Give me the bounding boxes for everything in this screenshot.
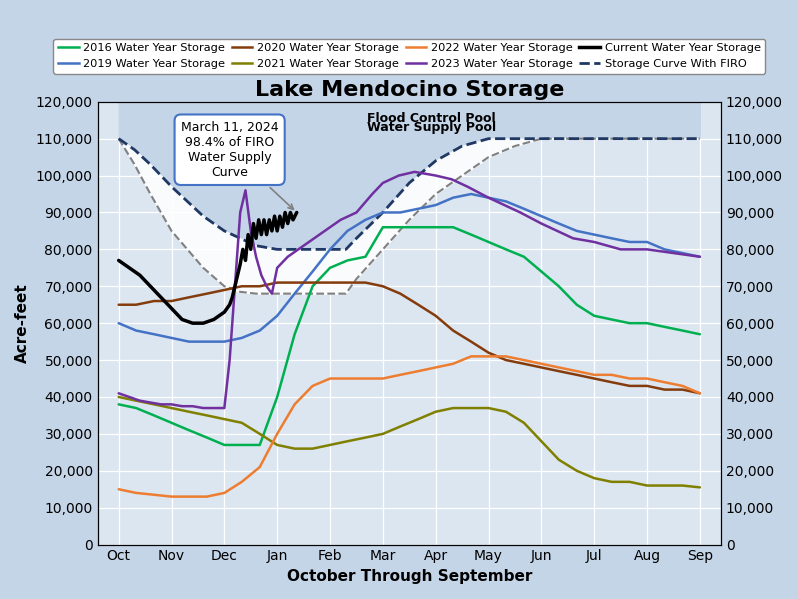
X-axis label: October Through September: October Through September: [286, 569, 532, 584]
Legend: 2016 Water Year Storage, 2019 Water Year Storage, 2020 Water Year Storage, 2021 : 2016 Water Year Storage, 2019 Water Year…: [53, 39, 765, 74]
Y-axis label: Acre-feet: Acre-feet: [15, 283, 30, 363]
Text: March 11, 2024
98.4% of FIRO
Water Supply
Curve: March 11, 2024 98.4% of FIRO Water Suppl…: [181, 121, 294, 209]
Title: Lake Mendocino Storage: Lake Mendocino Storage: [255, 80, 564, 100]
Text: Flood Control Pool: Flood Control Pool: [367, 112, 496, 125]
Text: Water Supply Pool: Water Supply Pool: [367, 121, 496, 134]
